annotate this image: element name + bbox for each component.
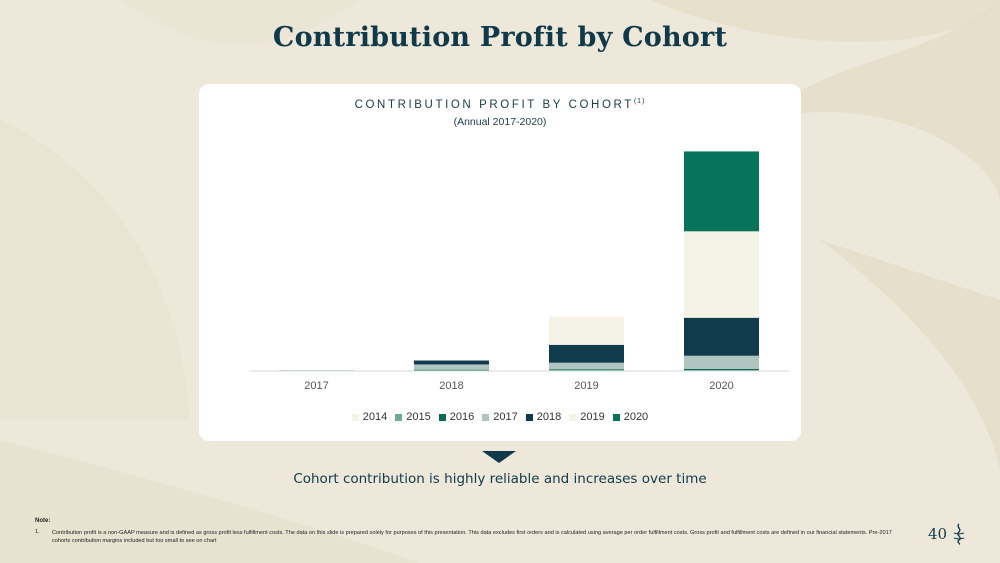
bar-segment-2018-cohort-2018: [414, 360, 489, 365]
legend-item: 2017: [482, 411, 518, 423]
slide-caption: Cohort contribution is highly reliable a…: [293, 471, 707, 487]
bar-segment-2017-cohort-2017: [279, 370, 354, 371]
down-arrow-icon: [482, 451, 516, 463]
bar-segment-2020-cohort-2015: [684, 370, 759, 371]
legend-item: 2014: [351, 411, 388, 423]
legend-label: 2016: [449, 411, 475, 423]
chart-title-footnote-ref: (1): [633, 98, 646, 105]
legend-swatch: [395, 413, 403, 421]
bar-segment-2020-cohort-2020: [684, 151, 759, 232]
legend-item: 2015: [395, 411, 431, 423]
x-tick-label: 2017: [304, 380, 328, 392]
chart-legend: 2014 2015 2016 2017 2018 2019 2020: [199, 411, 801, 423]
bar-segment-2018-cohort-2014: [414, 370, 489, 372]
bar-segment-2019-cohort-2018: [549, 344, 624, 363]
note-text: Contribution profit is a non-GAAP measur…: [52, 530, 892, 544]
bar-segment-2019-cohort-2019: [549, 316, 624, 345]
bar-segment-2020-cohort-2018: [684, 317, 759, 356]
bar-segment-2020-cohort-2016: [684, 368, 759, 371]
legend-swatch: [438, 413, 446, 421]
chart-subtitle: (Annual 2017-2020): [453, 116, 547, 128]
chart-title: CONTRIBUTION PROFIT BY COHORT(1): [199, 98, 801, 111]
legend-swatch: [569, 413, 577, 421]
slide-title: Contribution Profit by Cohort: [272, 22, 728, 53]
legend-label: 2018: [536, 411, 562, 423]
legend-label: 2020: [623, 411, 649, 423]
legend-item: 2016: [438, 411, 475, 423]
bar-segment-2017-cohort-2014: [279, 370, 354, 372]
bar-segment-2018-cohort-2015: [414, 370, 489, 371]
bar-segment-2020-cohort-2019: [684, 231, 759, 318]
legend-item: 2020: [612, 411, 649, 423]
bar-segment-2020-cohort-2014: [684, 370, 759, 372]
brand-logo-icon: [953, 523, 965, 545]
chart-title-text: CONTRIBUTION PROFIT BY COHORT: [354, 98, 634, 111]
chart-card: CONTRIBUTION PROFIT BY COHORT(1) (Annual…: [199, 84, 801, 441]
legend-label: 2019: [580, 411, 605, 423]
legend-swatch: [612, 413, 620, 421]
x-tick-label: 2018: [439, 380, 463, 392]
x-tick-label: 2020: [709, 380, 733, 392]
legend-swatch: [351, 413, 359, 421]
bar-segment-2020-cohort-2017: [684, 355, 759, 369]
note-heading: Note:: [35, 518, 51, 524]
legend-label: 2014: [362, 411, 388, 423]
legend-swatch: [525, 413, 533, 421]
legend-swatch: [482, 413, 490, 421]
x-tick-label: 2019: [574, 380, 598, 392]
bar-segment-2019-cohort-2015: [549, 370, 624, 371]
page-number: 40: [928, 525, 948, 543]
note-number: 1.: [35, 529, 40, 535]
legend-item: 2019: [569, 411, 605, 423]
bar-segment-2019-cohort-2014: [549, 370, 624, 372]
legend-label: 2017: [493, 411, 518, 423]
bar-segment-2018-cohort-2017: [414, 364, 489, 370]
legend-item: 2018: [525, 411, 562, 423]
stacked-bar-chart: 2017 2018 2019 2020: [249, 151, 789, 392]
bar-segment-2018-cohort-2016: [414, 369, 489, 371]
bar-segment-2019-cohort-2016: [549, 369, 624, 371]
bar-segment-2019-cohort-2017: [549, 362, 624, 370]
legend-label: 2015: [406, 411, 431, 423]
